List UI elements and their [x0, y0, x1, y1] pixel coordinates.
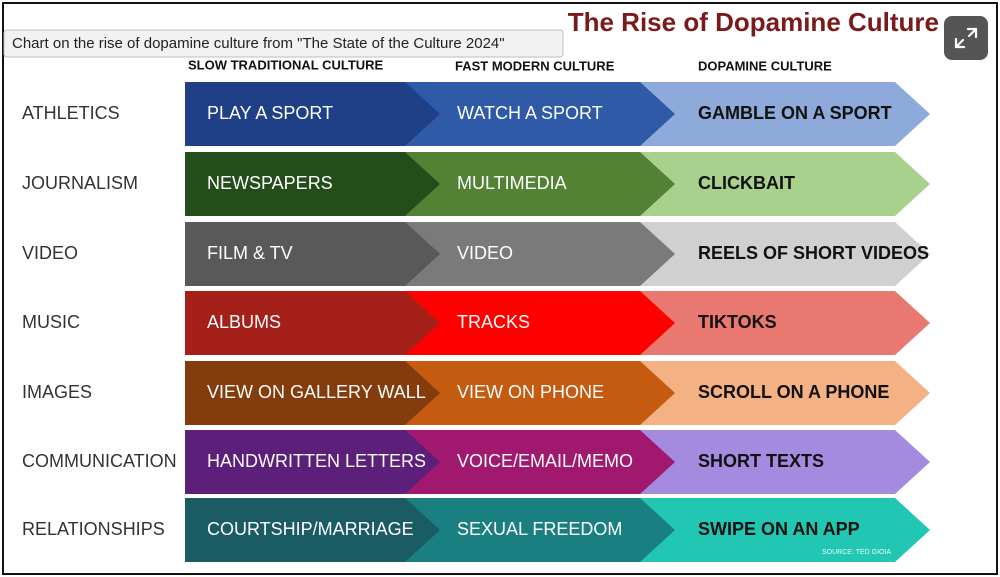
- cell-text: CLICKBAIT: [698, 173, 795, 193]
- cell-text: MULTIMEDIA: [457, 173, 567, 193]
- arrow: [405, 152, 675, 216]
- arrow: [405, 222, 675, 286]
- cell-text: SWIPE ON AN APP: [698, 519, 860, 539]
- cell-text: PLAY A SPORT: [207, 103, 333, 123]
- arrow: [185, 361, 440, 425]
- title: The Rise of Dopamine Culture: [568, 7, 939, 37]
- cell-text: SCROLL ON A PHONE: [698, 382, 889, 402]
- cell-text: SHORT TEXTS: [698, 451, 824, 471]
- cell-text: VIDEO: [457, 243, 513, 263]
- cell-text: TRACKS: [457, 312, 530, 332]
- arrow: [185, 82, 440, 146]
- arrow: [405, 361, 675, 425]
- arrow: [405, 82, 675, 146]
- source: SOURCE: TED GIOIA: [822, 549, 891, 556]
- cell-text: VOICE/EMAIL/MEMO: [457, 451, 633, 471]
- arrow: [640, 152, 930, 216]
- cell-text: GAMBLE ON A SPORT: [698, 103, 892, 123]
- cell-text: VIEW ON PHONE: [457, 382, 604, 402]
- row-label: MUSIC: [22, 312, 80, 332]
- arrow: [405, 430, 675, 494]
- arrow: [405, 498, 675, 562]
- arrow: [640, 82, 930, 146]
- cell-text: COURTSHIP/MARRIAGE: [207, 519, 414, 539]
- arrow: [640, 291, 930, 355]
- arrow: [640, 498, 930, 562]
- cell-text: WATCH A SPORT: [457, 103, 603, 123]
- cell-text: NEWSPAPERS: [207, 173, 333, 193]
- cell-text: VIEW ON GALLERY WALL: [207, 382, 426, 402]
- tooltip-box: [3, 29, 564, 58]
- column-header: SLOW TRADITIONAL CULTURE: [188, 57, 384, 72]
- cell-text: TIKTOKS: [698, 312, 777, 332]
- tooltip: Chart on the rise of dopamine culture fr…: [12, 35, 505, 52]
- arrow: [640, 361, 930, 425]
- column-header: DOPAMINE CULTURE: [698, 58, 832, 73]
- cell-text: HANDWRITTEN LETTERS: [207, 451, 426, 471]
- row-label: IMAGES: [22, 382, 92, 402]
- row-label: VIDEO: [22, 243, 78, 263]
- arrow: [640, 222, 930, 286]
- row-label: JOURNALISM: [22, 173, 138, 193]
- expand-button-bg[interactable]: [944, 16, 988, 60]
- cell-text: FILM & TV: [207, 243, 293, 263]
- expand-icon[interactable]: [954, 27, 978, 49]
- arrow: [640, 430, 930, 494]
- expand-button[interactable]: [944, 16, 988, 60]
- row-label: RELATIONSHIPS: [22, 519, 165, 539]
- arrow: [185, 498, 440, 562]
- cell-text: SEXUAL FREEDOM: [457, 519, 622, 539]
- cell-text: ALBUMS: [207, 312, 281, 332]
- column-header: FAST MODERN CULTURE: [455, 58, 615, 73]
- arrow: [185, 222, 440, 286]
- arrow: [405, 291, 675, 355]
- arrow: [185, 291, 440, 355]
- rows: ATHLETICS PLAY A SPORT WATCH A SPORT GAMBLE…: [22, 82, 930, 562]
- arrow: [185, 430, 440, 494]
- row-label: COMMUNICATION: [22, 451, 177, 471]
- cell-text: REELS OF SHORT VIDEOS: [698, 243, 929, 263]
- row-label: ATHLETICS: [22, 103, 120, 123]
- arrow: [185, 152, 440, 216]
